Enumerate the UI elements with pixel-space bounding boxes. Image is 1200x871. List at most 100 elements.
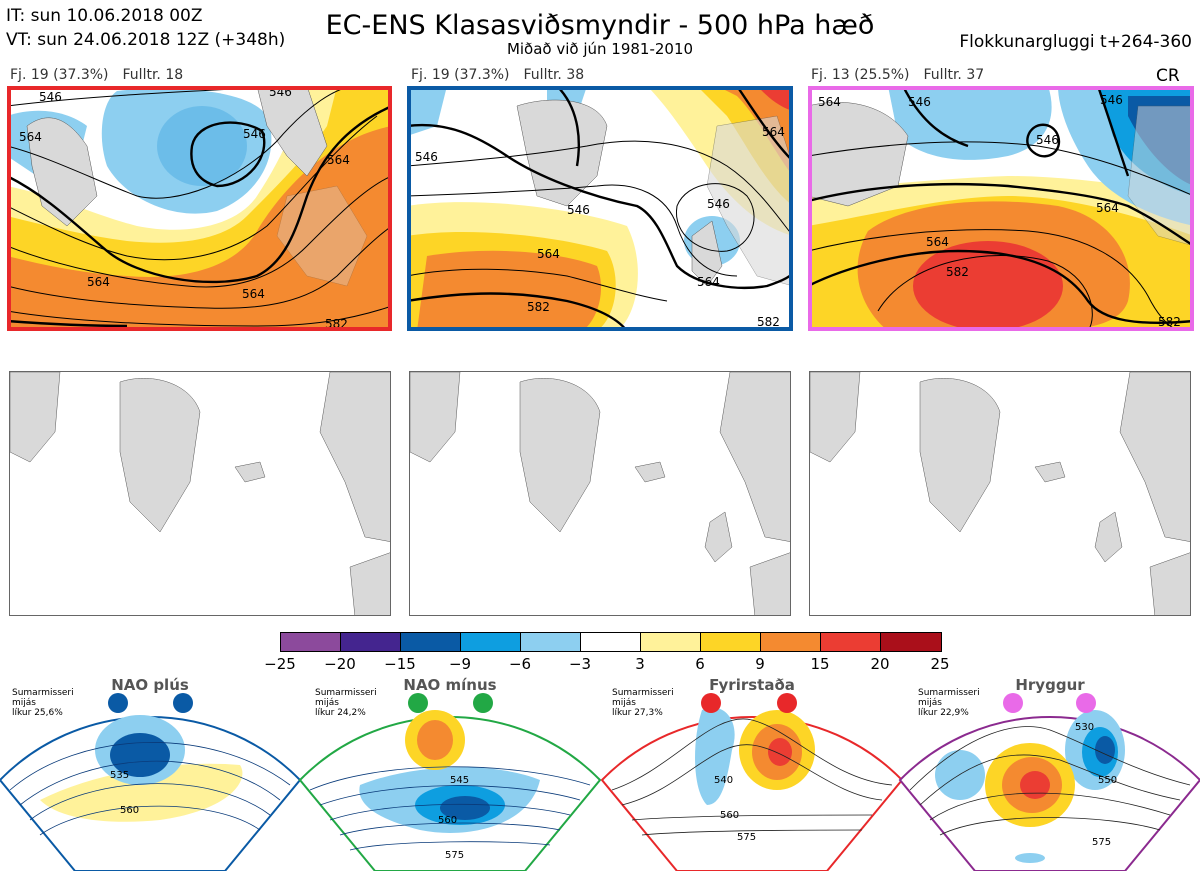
- cluster-panel-1[interactable]: 546 546 546 564 564 564 564 582: [7, 86, 392, 331]
- contour-label: 546: [908, 95, 931, 109]
- anomaly-cold-core: [157, 106, 247, 186]
- regime-season: Sumarmisseri: [12, 688, 74, 698]
- regime-contour: [329, 803, 571, 821]
- anomaly-orange-area: [417, 250, 602, 331]
- contour-label: 546: [1036, 133, 1059, 147]
- colorbar-tick-label: 20: [870, 655, 890, 673]
- regime-contour: [909, 726, 1191, 791]
- panel-3-label: Fj. 13 (25.5%) Fulltr. 37: [811, 67, 984, 83]
- cluster-map-1: 546 546 546 564 564 564 564 582: [7, 86, 392, 331]
- basemap-2: [410, 372, 790, 615]
- page-title: EC-ENS Klasasviðsmyndir - 500 hPa hæð: [325, 10, 875, 41]
- anomaly-cold-area: [888, 86, 1052, 160]
- colorbar-segment: [821, 633, 881, 651]
- anomaly-warm-core: [417, 720, 453, 760]
- regime-contour: [39, 805, 261, 836]
- regime-contour: [641, 829, 863, 836]
- contour-line: [7, 175, 392, 288]
- land-greenland: [808, 102, 909, 207]
- anomaly-cold-area: [695, 707, 735, 805]
- contour-label: 546: [39, 90, 62, 104]
- anomaly-red-east: [757, 86, 793, 111]
- panel-1-count: Fj. 19 (37.3%): [10, 67, 109, 83]
- colorbar-segment: [281, 633, 341, 651]
- land-greenland: [516, 99, 608, 207]
- regime-mean: mijás: [612, 698, 636, 708]
- regime-dot: [408, 693, 428, 713]
- regime-contour: [929, 792, 1171, 821]
- anomaly-cold-core: [440, 796, 490, 820]
- contour-label: 564: [818, 95, 841, 109]
- contour-line: [7, 305, 392, 327]
- regime-name-nao-plus: NAO plús: [111, 676, 189, 694]
- contour-line-bold: [808, 182, 1194, 248]
- empty-map-panel-3[interactable]: [809, 371, 1191, 616]
- anomaly-cold-west: [407, 86, 447, 136]
- colorbar-tick-label: 6: [695, 655, 705, 673]
- regime-contour: [19, 760, 281, 806]
- contour-label: 564: [242, 287, 265, 301]
- regime-label: 535: [110, 770, 129, 781]
- land-europe: [749, 552, 790, 615]
- regime-name-blocking: Fyrirstaða: [709, 676, 795, 694]
- regime-mean: mijás: [12, 698, 36, 708]
- regime-label: 560: [720, 810, 739, 821]
- contour-line-bold: [190, 121, 266, 188]
- land-britain: [704, 511, 733, 563]
- colorbar-segment: [641, 633, 701, 651]
- anomaly-cold-west: [935, 750, 985, 800]
- panel-3-count: Fj. 13 (25.5%): [811, 67, 910, 83]
- regime-info-nao-plus: Sumarmisseri mijás líkur 25,6%: [12, 688, 74, 718]
- land-britain: [691, 220, 723, 287]
- land-iceland: [634, 461, 666, 483]
- empty-map-panel-1[interactable]: [9, 371, 391, 616]
- regime-probability: líkur 25,6%: [12, 708, 63, 718]
- land-norway: [1119, 372, 1190, 542]
- regime-label: 575: [737, 832, 756, 843]
- land-iceland: [234, 461, 266, 483]
- contour-line-bold: [7, 104, 392, 284]
- land-europe: [1149, 552, 1190, 615]
- regime-maps: 535 560 545 560 575: [0, 707, 1200, 871]
- regime-season: Sumarmisseri: [612, 688, 674, 698]
- colorbar-tick-label: −20: [324, 655, 356, 673]
- anomaly-cold-south: [1015, 853, 1045, 863]
- contour-line-bold: [808, 249, 1194, 324]
- cr-label: CR: [1156, 66, 1180, 86]
- colorbar-tick-label: −9: [448, 655, 472, 673]
- cluster-map-2: 546 546 546 564 564 582 582 564: [407, 86, 793, 331]
- regime-dot: [701, 693, 721, 713]
- contour-line-bold: [1026, 123, 1061, 158]
- regime-probability: líkur 27,3%: [612, 708, 663, 718]
- contour-line: [808, 141, 1194, 197]
- empty-map-panel-2[interactable]: [409, 371, 791, 616]
- panel-2-border: [407, 86, 793, 331]
- land-greenland: [119, 378, 201, 533]
- valid-time: VT: sun 24.06.2018 12Z (+348h): [6, 30, 286, 50]
- cluster-panel-3[interactable]: 564 546 546 546 564 564 582 582: [808, 86, 1194, 331]
- colorbar-segment: [461, 633, 521, 651]
- contour-label: 546: [567, 203, 590, 217]
- colorbar-segment: [401, 633, 461, 651]
- contour-line-bold: [7, 319, 128, 328]
- regime-map-blocking: 540 560 575: [600, 707, 904, 871]
- land-norway: [719, 372, 790, 542]
- panel-2-count: Fj. 19 (37.3%): [411, 67, 510, 83]
- land-iceland: [1034, 461, 1066, 483]
- contour-label: 564: [327, 153, 350, 167]
- cluster-panel-2[interactable]: 546 546 546 564 564 582 582 564: [407, 86, 793, 331]
- anomaly-cold-core: [1095, 736, 1115, 764]
- contour-line: [407, 140, 793, 237]
- contour-line: [7, 86, 358, 199]
- regime-dot: [473, 693, 493, 713]
- land-norway: [319, 372, 390, 542]
- contour-label: 546: [707, 197, 730, 211]
- colorbar-tick-label: 9: [755, 655, 765, 673]
- panel-1-label: Fj. 19 (37.3%) Fulltr. 18: [10, 67, 183, 83]
- regime-info-ridge: Sumarmisseri mijás líkur 22,9%: [918, 688, 980, 718]
- colorbar-segment: [701, 633, 761, 651]
- regime-dot: [1003, 693, 1023, 713]
- regime-mean: mijás: [918, 698, 942, 708]
- regime-contour: [621, 744, 883, 806]
- panel-3-border: [808, 86, 1194, 331]
